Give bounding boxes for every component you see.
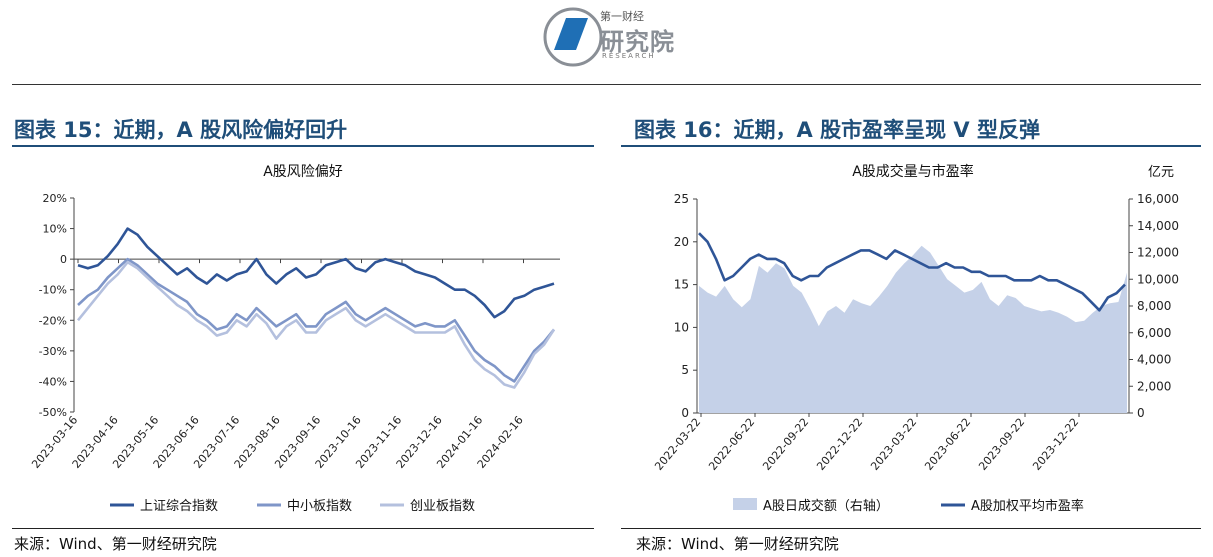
legend-label: A股日成交额（右轴） bbox=[763, 498, 889, 514]
logo-caption: 第一财经 bbox=[600, 10, 644, 23]
risk-appetite-chart: A股风险偏好20%10%0-10%-20%-30%-40%-50%2023-03… bbox=[29, 164, 560, 514]
x-tick-label: 2022-09-22 bbox=[760, 416, 811, 473]
x-tick-label: 2022-12-22 bbox=[814, 416, 865, 473]
y2-tick-label: 16,000 bbox=[1137, 192, 1179, 206]
y-tick-label: -20% bbox=[39, 314, 67, 327]
x-tick-label: 2023-12-22 bbox=[1030, 416, 1081, 473]
y-tick-label: 0 bbox=[60, 253, 67, 266]
legend-swatch bbox=[733, 498, 757, 510]
legend-label: 创业板指数 bbox=[410, 499, 475, 514]
x-tick-label: 2022-06-22 bbox=[706, 416, 757, 473]
y-tick-label: -10% bbox=[39, 284, 67, 297]
y-tick-label: 15 bbox=[674, 278, 689, 292]
y-tick-label: -50% bbox=[39, 406, 67, 419]
left-source-note: 来源：Wind、第一财经研究院 bbox=[14, 535, 217, 553]
y2-tick-label: 14,000 bbox=[1137, 219, 1179, 233]
y2-tick-label: 8,000 bbox=[1137, 299, 1171, 313]
x-tick-label: 2023-09-22 bbox=[976, 416, 1027, 473]
volume-pe-chart: A股成交量与市盈率 亿元 25 20 15 10 5 0 16,000 14,000 12,000 1… bbox=[652, 163, 1179, 514]
logo-name: 研究院 bbox=[600, 28, 675, 56]
legend-label: 中小板指数 bbox=[287, 499, 352, 514]
right-heading-rule bbox=[621, 145, 1201, 147]
right-footer-rule bbox=[621, 528, 1201, 529]
left-heading-rule bbox=[12, 145, 594, 147]
y-tick-label: 10% bbox=[43, 223, 67, 236]
chart-title: A股成交量与市盈率 bbox=[852, 163, 974, 180]
y-tick-label: 20% bbox=[43, 192, 67, 205]
y2-tick-label: 4,000 bbox=[1137, 353, 1171, 367]
y2-tick-label: 12,000 bbox=[1137, 246, 1179, 260]
x-tick-label: 2023-03-22 bbox=[868, 416, 919, 473]
y-tick-label: 0 bbox=[681, 406, 689, 420]
y-tick-label: 5 bbox=[681, 363, 689, 377]
left-figure-heading: 图表 15：近期，A 股风险偏好回升 bbox=[14, 118, 348, 142]
y2-tick-label: 0 bbox=[1137, 406, 1145, 420]
y-tick-label: 25 bbox=[674, 192, 689, 206]
logo-subtitle: RESEARCH bbox=[602, 52, 656, 60]
series-line bbox=[77, 257, 556, 383]
left-footer-rule bbox=[12, 528, 594, 529]
x-tick-label: 2023-06-22 bbox=[922, 416, 973, 473]
right-figure-heading: 图表 16：近期，A 股市盈率呈现 V 型反弹 bbox=[634, 118, 1040, 142]
y-tick-label: 10 bbox=[674, 320, 689, 334]
right-axis-unit: 亿元 bbox=[1148, 165, 1174, 180]
pe-line bbox=[698, 232, 1126, 312]
x-tick-label: 2022-03-22 bbox=[652, 416, 703, 473]
legend-label: A股加权平均市盈率 bbox=[971, 498, 1084, 514]
series-line bbox=[77, 227, 555, 319]
header-divider bbox=[12, 84, 1201, 85]
y-tick-label: 20 bbox=[674, 235, 689, 249]
volume-area bbox=[699, 245, 1127, 413]
y2-tick-label: 10,000 bbox=[1137, 272, 1179, 286]
y2-tick-label: 2,000 bbox=[1137, 379, 1171, 393]
y-tick-label: -40% bbox=[39, 375, 67, 388]
series-line bbox=[76, 260, 556, 389]
y2-tick-label: 6,000 bbox=[1137, 326, 1171, 340]
y-tick-label: -30% bbox=[39, 345, 67, 358]
research-institute-logo bbox=[543, 7, 603, 67]
legend-label: 上证综合指数 bbox=[140, 499, 218, 514]
right-source-note: 来源：Wind、第一财经研究院 bbox=[636, 535, 839, 553]
chart-title: A股风险偏好 bbox=[263, 164, 343, 180]
